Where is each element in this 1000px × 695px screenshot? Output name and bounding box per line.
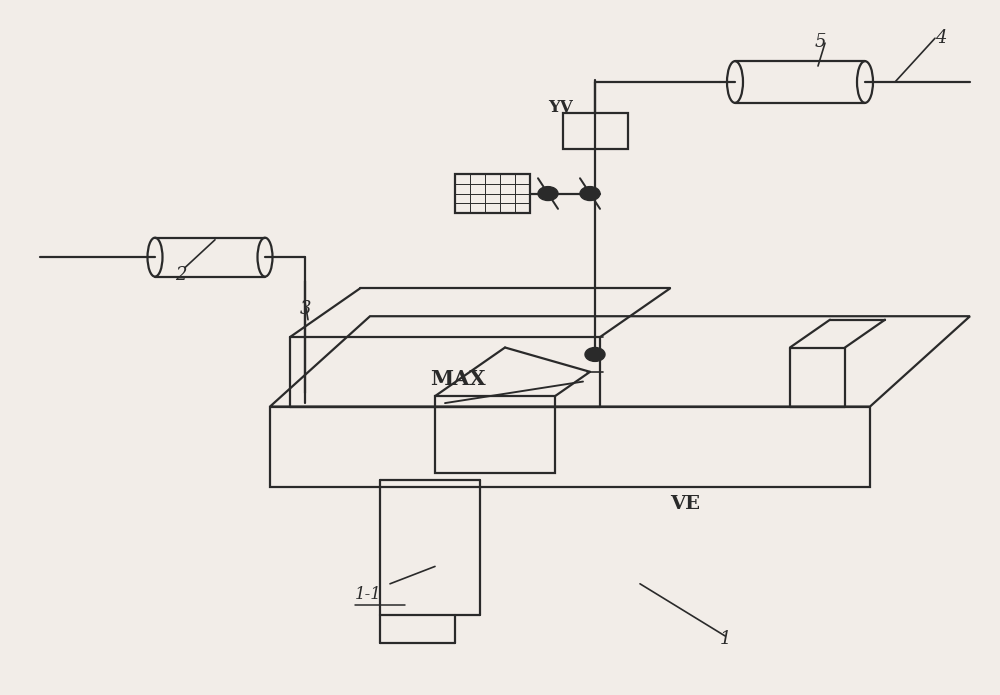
Text: YV: YV	[548, 99, 573, 116]
Bar	[455, 174, 530, 213]
Text: 1-1: 1-1	[355, 586, 382, 603]
Text: 5: 5	[815, 33, 826, 51]
Text: 2: 2	[175, 265, 186, 284]
Text: MAX: MAX	[430, 369, 486, 389]
Text: 4: 4	[935, 29, 946, 47]
Text: 1: 1	[720, 630, 732, 648]
Circle shape	[538, 187, 558, 201]
Text: 3: 3	[300, 300, 312, 318]
Text: VE: VE	[670, 495, 700, 513]
Bar	[562, 113, 628, 149]
Circle shape	[585, 348, 605, 361]
Circle shape	[580, 187, 600, 201]
